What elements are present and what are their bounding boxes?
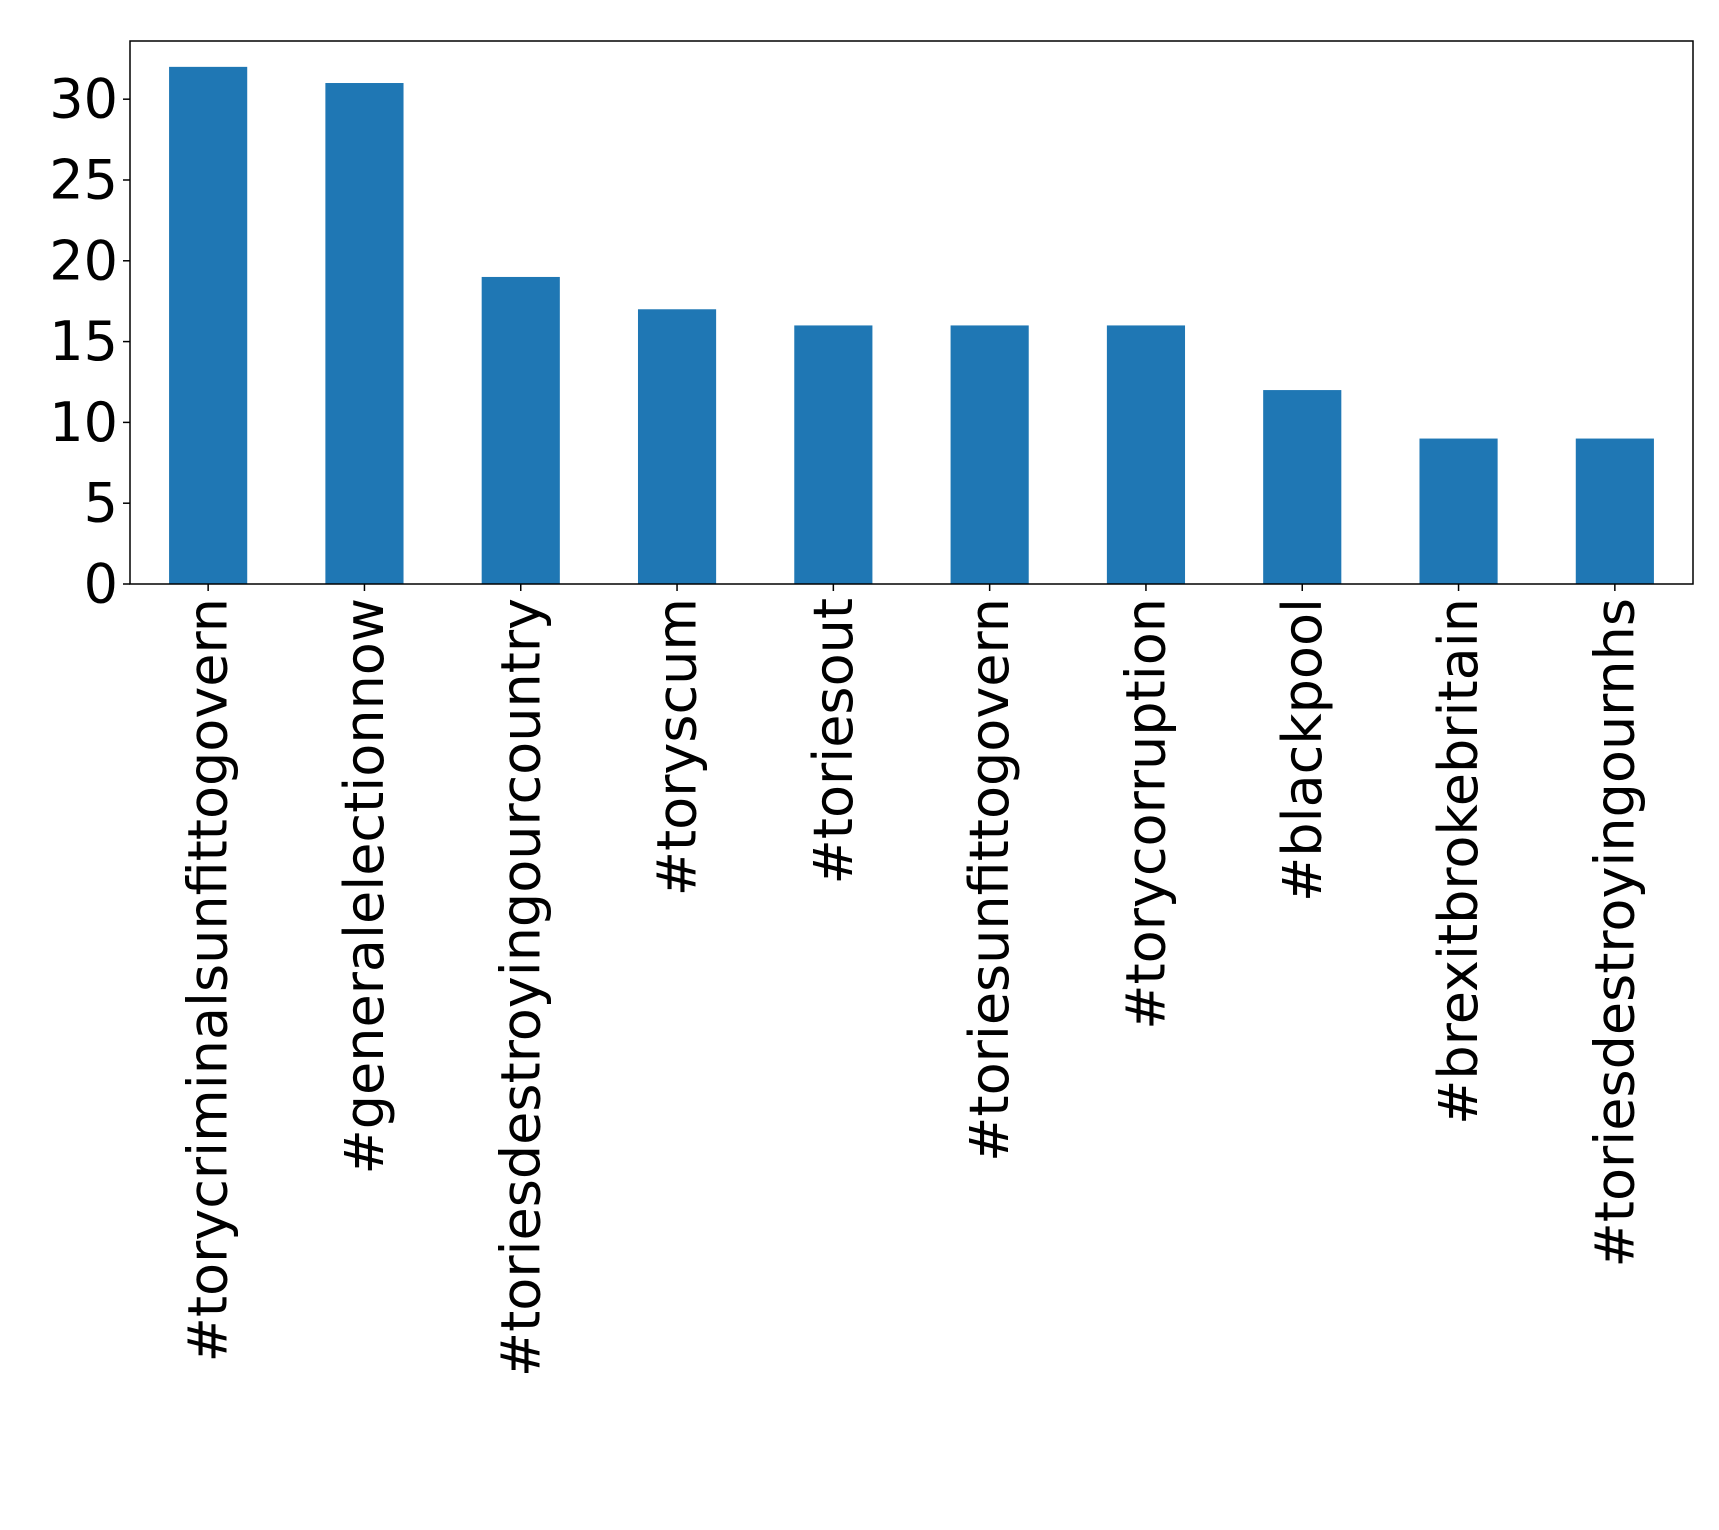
- plot-frame: [129, 40, 1694, 585]
- y-tick-label: 30: [49, 68, 118, 131]
- x-axis: #torycriminalsunfittogovern #generalelect…: [177, 584, 1646, 1377]
- x-tick-label: #toryscum: [646, 598, 709, 896]
- x-tick-label: #blackpool: [1271, 598, 1334, 902]
- x-tick-label: #toriesdestroyingournhs: [1583, 598, 1646, 1267]
- bar: [1106, 325, 1186, 584]
- x-tick-label: #torycorruption: [1114, 598, 1177, 1030]
- bar: [169, 66, 248, 585]
- x-tick-label: #toriesunfittogovern: [958, 598, 1021, 1162]
- y-tick-label: 10: [49, 391, 118, 454]
- bar: [1575, 438, 1654, 584]
- bar: [1419, 438, 1498, 584]
- bar: [950, 325, 1029, 584]
- bar: [481, 276, 560, 584]
- bar: [637, 309, 717, 584]
- x-tick-label: #generalelectionnow: [333, 598, 396, 1175]
- bar: [794, 325, 873, 584]
- x-tick-label: #brexitbrokebritain: [1427, 598, 1490, 1125]
- x-tick-label: #toriesdestroyingourcountry: [489, 598, 552, 1377]
- y-axis: 0 5 10 15 20 25 30: [49, 68, 130, 616]
- x-tick-label: #toriesout: [802, 598, 865, 884]
- y-tick-label: 0: [84, 553, 118, 616]
- bar: [1263, 390, 1342, 584]
- bars-layer: [169, 66, 1654, 585]
- y-tick-label: 20: [49, 229, 118, 292]
- y-tick-label: 5: [84, 472, 118, 535]
- bar: [325, 83, 404, 585]
- y-tick-label: 15: [49, 310, 118, 373]
- x-tick-label: #torycriminalsunfittogovern: [177, 598, 240, 1362]
- y-tick-label: 25: [49, 148, 118, 211]
